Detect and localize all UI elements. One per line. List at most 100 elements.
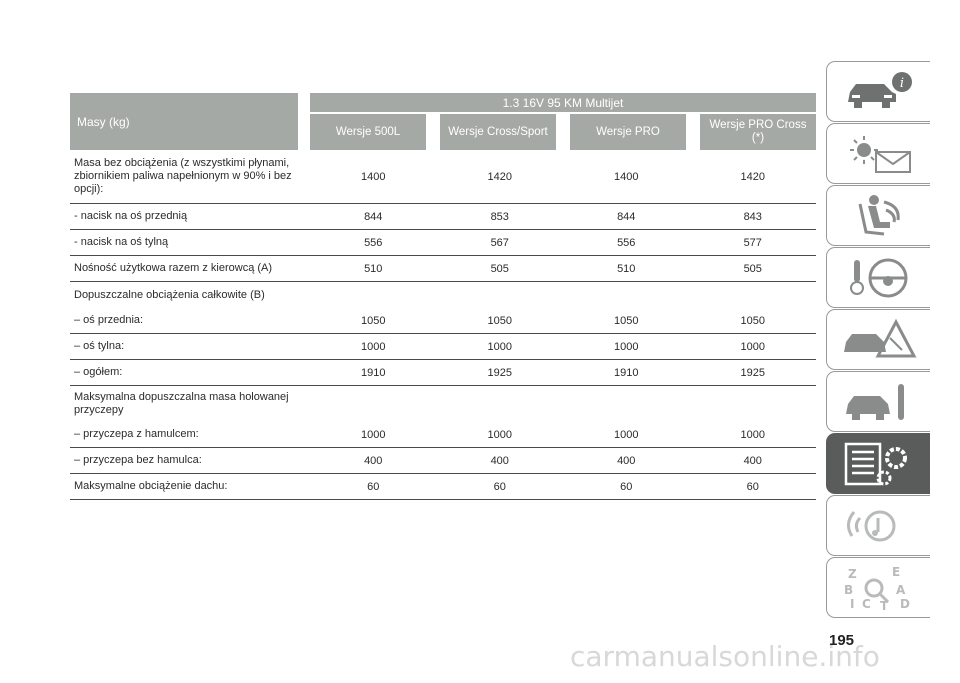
row-value: 1050 [487, 314, 512, 327]
row-value: 1925 [740, 366, 765, 379]
mass-header-label: Masy (kg) [70, 93, 298, 150]
table-row: – przyczepa z hamulcem: 1000 1000 1000 1000 [70, 422, 816, 448]
row-label: – oś tylna: [74, 340, 125, 352]
row-value: 843 [743, 210, 762, 223]
row-value: 1420 [487, 170, 512, 183]
row-value: 577 [743, 236, 762, 249]
tab-safety[interactable] [826, 185, 930, 246]
table-row: – przyczepa bez hamulca: 400 400 400 400 [70, 448, 816, 474]
row-value: 556 [364, 236, 383, 249]
row-value: 510 [617, 262, 636, 275]
tab-maintenance[interactable] [826, 371, 930, 432]
version-header-pro: Wersje PRO [570, 114, 686, 150]
car-emergency-icon [843, 318, 916, 357]
row-value: 1420 [740, 170, 765, 183]
row-value: 556 [617, 236, 636, 249]
svg-text:T: T [880, 599, 889, 612]
table-row: - nacisk na oś tylną 556 567 556 577 [70, 230, 816, 256]
tab-multimedia[interactable] [826, 495, 930, 556]
tab-starting-driving[interactable] [826, 247, 930, 308]
tab-warning-lights[interactable] [826, 123, 930, 184]
alphabetical-index-icon: Z E B A I D C T [844, 565, 910, 612]
table-row: - nacisk na oś przednią 844 853 844 843 [70, 204, 816, 230]
row-value: 60 [746, 480, 759, 493]
row-value: 1000 [361, 428, 386, 441]
row-value: 1050 [361, 314, 386, 327]
multimedia-icon [846, 510, 895, 541]
car-maintenance-icon [845, 383, 904, 420]
svg-text:I: I [850, 597, 854, 611]
svg-text:C: C [862, 597, 871, 611]
table-row: – oś przednia: 1050 1050 1050 1050 [70, 308, 816, 334]
row-value: 1000 [614, 428, 639, 441]
table-row: Dopuszczalne obciążenia całkowite (B) [70, 282, 816, 308]
technical-data-icon [844, 442, 907, 485]
row-label: – przyczepa bez hamulca: [74, 454, 202, 466]
row-label: Maksymalne obciążenie dachu: [74, 480, 228, 492]
row-value: 1000 [740, 340, 765, 353]
technical-data-table: Masy (kg) 1.3 16V 95 KM Multijet Wersje … [70, 93, 816, 500]
row-value: 60 [620, 480, 633, 493]
svg-text:A: A [896, 583, 906, 597]
row-value: 505 [743, 262, 762, 275]
row-value: 400 [743, 454, 762, 467]
row-value: 60 [367, 480, 380, 493]
row-value: 1000 [487, 340, 512, 353]
row-value: 844 [364, 210, 383, 223]
row-value: 400 [490, 454, 509, 467]
row-value: 1925 [487, 366, 512, 379]
svg-text:B: B [844, 583, 853, 597]
version-header-pro-cross: Wersje PRO Cross (*) [700, 114, 816, 150]
row-value: 400 [364, 454, 383, 467]
seat-safety-icon [858, 194, 900, 235]
page-number: 195 [829, 632, 855, 649]
row-value: 1000 [361, 340, 386, 353]
row-value: 1000 [614, 340, 639, 353]
row-value: 1000 [487, 428, 512, 441]
row-label: – oś przednia: [74, 314, 144, 326]
row-label: Dopuszczalne obciążenia całkowite (B) [74, 288, 265, 301]
tab-car-info[interactable]: i [826, 61, 930, 122]
row-label: - nacisk na oś przednią [74, 210, 188, 222]
row-value: 1050 [614, 314, 639, 327]
row-value: 60 [493, 480, 506, 493]
car-info-icon: i [847, 71, 912, 108]
table-row: Maksymalne obciążenie dachu: 60 60 60 60 [70, 474, 816, 500]
row-value: 505 [490, 262, 509, 275]
row-label: Masa bez obciążenia (z wszystkimi płynam… [74, 157, 292, 195]
row-value: 1050 [740, 314, 765, 327]
warning-lights-icon [849, 135, 911, 173]
row-value: 400 [617, 454, 636, 467]
row-label: Maksymalna dopuszczalna masa holowanej p… [74, 391, 289, 416]
svg-text:E: E [892, 565, 900, 579]
row-label: – przyczepa z hamulcem: [74, 428, 199, 440]
row-label: - nacisk na oś tylną [74, 236, 169, 248]
row-value: 1400 [361, 170, 386, 183]
table-row: Masa bez obciążenia (z wszystkimi płynam… [70, 150, 816, 204]
row-value: 853 [490, 210, 509, 223]
engine-header: 1.3 16V 95 KM Multijet [310, 93, 816, 114]
row-value: 567 [490, 236, 509, 249]
svg-text:i: i [899, 76, 903, 91]
version-header-cross-sport: Wersje Cross/Sport [440, 114, 556, 150]
row-value: 844 [617, 210, 636, 223]
row-value: 1910 [361, 366, 386, 379]
row-value: 1910 [614, 366, 639, 379]
row-value: 1400 [614, 170, 639, 183]
table-row: Maksymalna dopuszczalna masa holowanej p… [70, 386, 816, 422]
row-label: – ogółem: [74, 366, 123, 378]
tab-emergency[interactable] [826, 309, 930, 370]
table-row: – ogółem: 1910 1925 1910 1925 [70, 360, 816, 386]
tab-technical-data[interactable] [826, 433, 930, 494]
version-header-500l: Wersje 500L [310, 114, 426, 150]
table-body: Masa bez obciążenia (z wszystkimi płynam… [70, 150, 816, 500]
row-value: 1000 [740, 428, 765, 441]
watermark: carmanualsonline.info [570, 640, 880, 673]
table-header: Masy (kg) 1.3 16V 95 KM Multijet Wersje … [70, 93, 816, 150]
row-label: Nośność użytkowa razem z kierowcą (A) [74, 262, 273, 274]
svg-text:D: D [900, 597, 910, 611]
steering-wheel-key-icon [849, 258, 907, 297]
svg-text:Z: Z [848, 567, 857, 581]
table-row: Nośność użytkowa razem z kierowcą (A) 510… [70, 256, 816, 282]
